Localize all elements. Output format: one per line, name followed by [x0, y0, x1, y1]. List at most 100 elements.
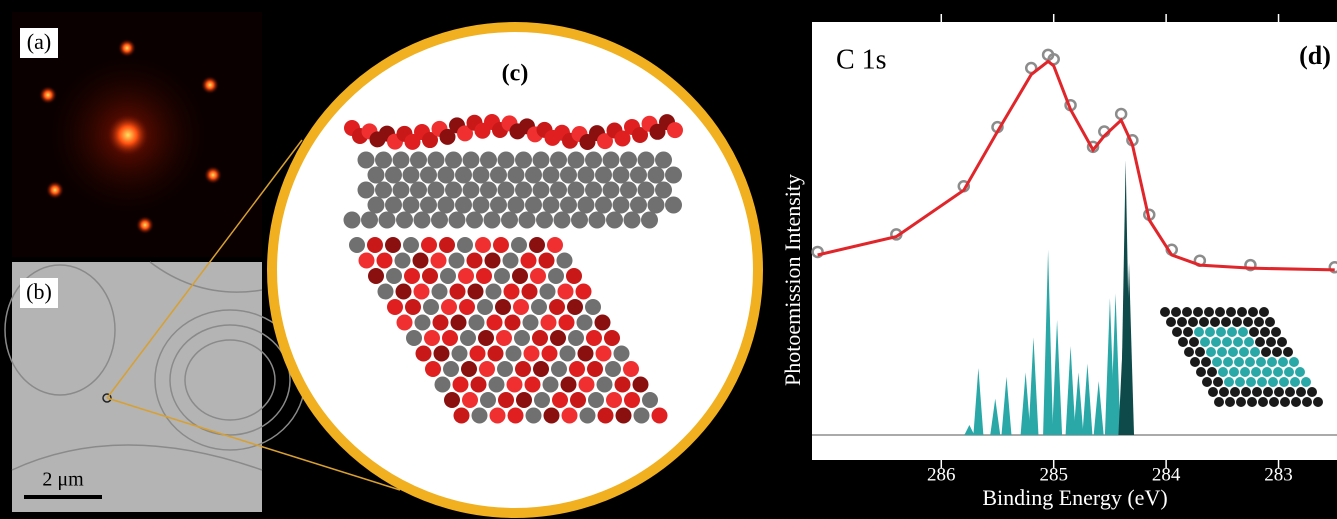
atom	[361, 212, 378, 229]
atom	[477, 299, 493, 315]
atom	[440, 268, 456, 284]
atom	[1208, 387, 1218, 397]
atom	[1213, 377, 1223, 387]
atom	[1204, 307, 1214, 317]
atom	[547, 237, 563, 253]
atom	[1230, 387, 1240, 397]
atom	[480, 182, 497, 199]
atom	[533, 182, 550, 199]
atom	[1273, 367, 1283, 377]
atom	[511, 237, 527, 253]
atom	[558, 284, 574, 300]
atom	[358, 152, 375, 169]
atom	[513, 299, 529, 315]
atom	[444, 392, 460, 408]
atom	[396, 284, 412, 300]
atom	[395, 253, 411, 269]
atom	[1283, 347, 1293, 357]
figure: (a) (b) 2 μm (c) C 1s (d) Binding Energy…	[0, 0, 1337, 519]
atom	[1256, 357, 1266, 367]
atom	[1221, 317, 1231, 327]
atom	[428, 182, 445, 199]
atom	[449, 212, 466, 229]
atom	[1261, 347, 1271, 357]
atom	[543, 197, 560, 214]
atom	[498, 152, 515, 169]
atom	[1249, 327, 1259, 337]
atom	[1234, 357, 1244, 367]
atom	[525, 197, 542, 214]
atom	[541, 315, 557, 331]
atom	[560, 167, 577, 184]
atom	[471, 377, 487, 393]
atom	[633, 377, 649, 393]
atom	[533, 152, 550, 169]
atom	[1268, 377, 1278, 387]
atom	[423, 299, 439, 315]
atom	[566, 268, 582, 284]
atom	[1214, 397, 1224, 407]
atom	[501, 212, 518, 229]
atom	[648, 167, 665, 184]
atom	[1235, 377, 1245, 387]
atom	[508, 167, 525, 184]
atom	[1206, 347, 1216, 357]
atom	[1240, 367, 1250, 377]
y-axis-label: Photoemission Intensity	[780, 174, 805, 386]
atom	[1238, 327, 1248, 337]
atom	[578, 197, 595, 214]
diffraction-spot	[204, 166, 222, 184]
atom	[655, 182, 672, 199]
atom	[543, 167, 560, 184]
atom	[523, 315, 539, 331]
atom	[514, 330, 530, 346]
atom	[595, 197, 612, 214]
atom	[455, 167, 472, 184]
atom	[524, 346, 540, 362]
atom	[620, 152, 637, 169]
atom	[569, 361, 585, 377]
atom	[1267, 357, 1277, 367]
atom	[461, 361, 477, 377]
atom	[344, 212, 361, 229]
atom	[579, 377, 595, 393]
atom	[490, 197, 507, 214]
atom	[551, 361, 567, 377]
atom	[630, 197, 647, 214]
atom	[405, 299, 421, 315]
atom	[452, 346, 468, 362]
atom	[576, 284, 592, 300]
panel-a: (a)	[12, 12, 262, 257]
atom	[1236, 397, 1246, 407]
atom	[597, 377, 613, 393]
atom	[428, 152, 445, 169]
atom	[1223, 357, 1233, 367]
atom	[359, 253, 375, 269]
atom	[586, 330, 602, 346]
atom	[1248, 307, 1258, 317]
atom	[638, 152, 655, 169]
atom	[1211, 337, 1221, 347]
atom	[521, 253, 537, 269]
atom	[1228, 347, 1238, 357]
atom	[585, 182, 602, 199]
atom	[463, 152, 480, 169]
atom	[1225, 397, 1235, 407]
atom	[578, 167, 595, 184]
atom	[613, 197, 630, 214]
atom	[453, 377, 469, 393]
atom	[543, 377, 559, 393]
atom	[1263, 387, 1273, 397]
atom	[559, 315, 575, 331]
atom	[1183, 327, 1193, 337]
atom	[532, 330, 548, 346]
atom	[1271, 327, 1281, 337]
atom	[634, 408, 650, 424]
atom	[480, 392, 496, 408]
scale-bar-label: 2 μm	[42, 469, 84, 491]
atom	[432, 284, 448, 300]
atom	[1217, 347, 1227, 357]
atom	[498, 392, 514, 408]
atom	[1279, 377, 1289, 387]
atom	[624, 212, 641, 229]
